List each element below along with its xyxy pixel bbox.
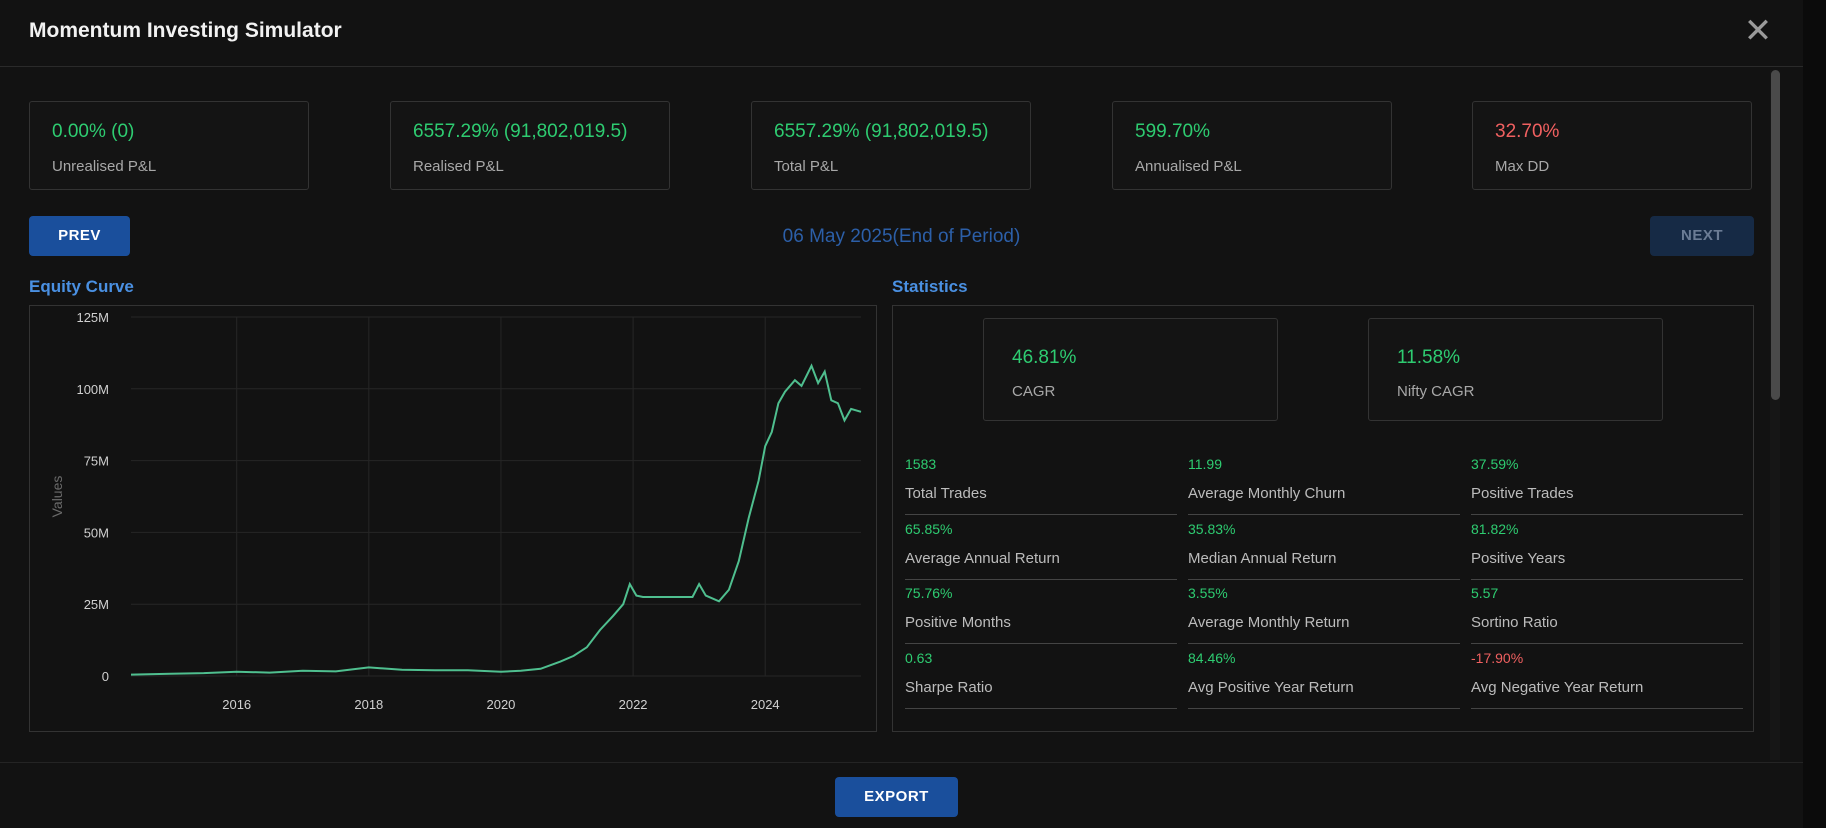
page-edge xyxy=(1803,0,1826,828)
metric-item: 65.85% Average Annual Return xyxy=(905,521,1177,580)
modal-header: Momentum Investing Simulator ✕ xyxy=(0,0,1803,67)
metric-value: 75.76% xyxy=(905,585,953,601)
metric-label: Average Monthly Churn xyxy=(1188,485,1346,502)
unrealised-pnl-card: 0.00% (0) Unrealised P&L xyxy=(29,101,309,190)
metric-label: Median Annual Return xyxy=(1188,550,1337,567)
metric-item: 35.83% Median Annual Return xyxy=(1188,521,1460,580)
y-tick-label: 75M xyxy=(84,454,109,469)
metric-label: Avg Negative Year Return xyxy=(1471,679,1644,696)
y-tick-label: 125M xyxy=(76,310,109,325)
statistics-title: Statistics xyxy=(892,277,968,296)
cagr-label: CAGR xyxy=(1012,383,1056,400)
realised-pnl-card: 6557.29% (91,802,019.5) Realised P&L xyxy=(390,101,670,190)
next-button[interactable]: NEXT xyxy=(1650,216,1754,256)
x-tick-label: 2018 xyxy=(354,697,383,712)
total-pnl-card: 6557.29% (91,802,019.5) Total P&L xyxy=(751,101,1031,190)
max-dd-value: 32.70% xyxy=(1495,121,1560,142)
metric-value: 0.63 xyxy=(905,650,933,666)
scrollbar-track[interactable] xyxy=(1770,70,1780,760)
cagr-box: 46.81% CAGR xyxy=(983,318,1278,421)
equity-chart: 0 25M 50M 75M 100M 125M 2016 2018 2020 2022 2024 Va… xyxy=(49,310,862,712)
annualised-pnl-value: 599.70% xyxy=(1135,121,1211,142)
metric-label: Avg Positive Year Return xyxy=(1188,679,1354,696)
metric-value: 65.85% xyxy=(905,521,953,537)
cagr-value: 46.81% xyxy=(1012,347,1077,368)
y-tick-label: 0 xyxy=(102,669,109,684)
metric-label: Positive Trades xyxy=(1471,485,1574,502)
metric-item: 1583 Total Trades xyxy=(905,456,1177,515)
metric-item: 81.82% Positive Years xyxy=(1471,521,1743,580)
metric-item: 5.57 Sortino Ratio xyxy=(1471,585,1743,644)
metric-item: -17.90% Avg Negative Year Return xyxy=(1471,650,1743,709)
equity-line xyxy=(130,363,862,676)
annualised-pnl-label: Annualised P&L xyxy=(1135,158,1242,175)
x-tick-label: 2020 xyxy=(486,697,515,712)
metric-label: Sharpe Ratio xyxy=(905,679,993,696)
metric-item: 37.59% Positive Trades xyxy=(1471,456,1743,515)
metric-value: 11.99 xyxy=(1188,456,1222,472)
y-axis-label: Values xyxy=(49,476,65,518)
metric-item: 3.55% Average Monthly Return xyxy=(1188,585,1460,644)
metric-value: 3.55% xyxy=(1188,585,1228,601)
total-pnl-label: Total P&L xyxy=(774,158,839,175)
realised-pnl-label: Realised P&L xyxy=(413,158,504,175)
y-tick-label: 25M xyxy=(84,597,109,612)
metric-label: Average Monthly Return xyxy=(1188,614,1350,631)
metric-label: Sortino Ratio xyxy=(1471,614,1558,631)
nifty-cagr-label: Nifty CAGR xyxy=(1397,383,1475,400)
x-tick-label: 2022 xyxy=(619,697,648,712)
footer-divider xyxy=(0,762,1803,763)
modal-title: Momentum Investing Simulator xyxy=(29,19,342,42)
metric-value: 84.46% xyxy=(1188,650,1236,666)
metric-label: Positive Years xyxy=(1471,550,1566,567)
metric-value: 35.83% xyxy=(1188,521,1236,537)
equity-curve-title: Equity Curve xyxy=(29,277,134,296)
metric-item: 75.76% Positive Months xyxy=(905,585,1177,644)
nifty-cagr-value: 11.58% xyxy=(1397,347,1461,368)
realised-pnl-value: 6557.29% (91,802,019.5) xyxy=(413,121,628,142)
nifty-cagr-box: 11.58% Nifty CAGR xyxy=(1368,318,1663,421)
metric-value: -17.90% xyxy=(1471,650,1524,666)
unrealised-pnl-label: Unrealised P&L xyxy=(52,158,157,175)
export-button[interactable]: EXPORT xyxy=(835,777,958,817)
metric-value: 1583 xyxy=(905,456,937,472)
metric-value: 5.57 xyxy=(1471,585,1499,601)
close-icon[interactable]: ✕ xyxy=(1743,12,1773,50)
total-pnl-value: 6557.29% (91,802,019.5) xyxy=(774,121,989,142)
x-tick-label: 2016 xyxy=(222,697,251,712)
metric-value: 81.82% xyxy=(1471,521,1519,537)
metric-item: 11.99 Average Monthly Churn xyxy=(1188,456,1460,515)
x-tick-label: 2024 xyxy=(751,697,780,712)
scrollbar-thumb[interactable] xyxy=(1771,70,1780,400)
equity-chart-panel xyxy=(29,305,877,732)
metric-label: Positive Months xyxy=(905,614,1011,631)
metric-label: Average Annual Return xyxy=(905,550,1060,567)
metric-label: Total Trades xyxy=(905,485,987,502)
period-label: 06 May 2025(End of Period) xyxy=(782,226,1021,247)
y-tick-label: 50M xyxy=(84,525,109,540)
metric-item: 84.46% Avg Positive Year Return xyxy=(1188,650,1460,709)
max-dd-label: Max DD xyxy=(1495,158,1550,175)
prev-button[interactable]: PREV xyxy=(29,216,130,256)
max-dd-card: 32.70% Max DD xyxy=(1472,101,1752,190)
metric-value: 37.59% xyxy=(1471,456,1519,472)
metric-item: 0.63 Sharpe Ratio xyxy=(905,650,1177,709)
unrealised-pnl-value: 0.00% (0) xyxy=(52,121,135,142)
annualised-pnl-card: 599.70% Annualised P&L xyxy=(1112,101,1392,190)
y-tick-label: 100M xyxy=(76,382,109,397)
